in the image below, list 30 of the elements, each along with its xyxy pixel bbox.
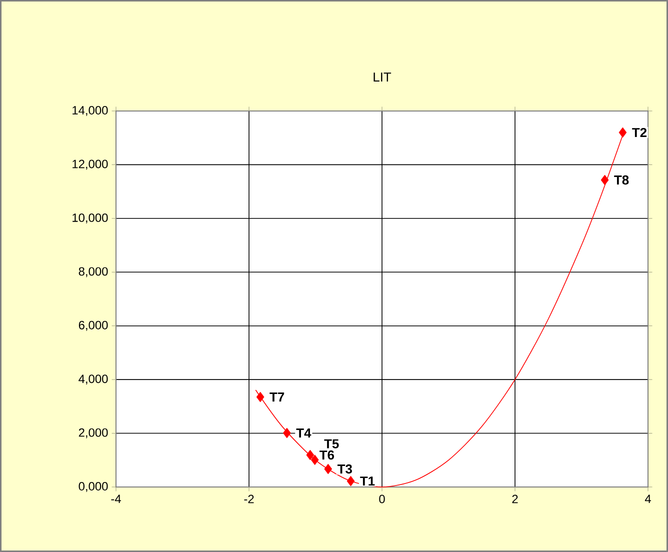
x-tick-label: -4 <box>111 494 121 503</box>
y-tick-label: 8,000 <box>78 267 108 278</box>
annotation: T7 <box>270 392 284 402</box>
x-tick-label: 2 <box>512 494 518 504</box>
x-tick-label: 0 <box>379 494 385 504</box>
point <box>346 476 355 486</box>
y-tick-label: 10,000 <box>72 213 108 224</box>
annotation: T1 <box>360 476 375 486</box>
annotation: T8 <box>614 175 629 185</box>
y-tick-label: 2,000 <box>78 428 108 438</box>
annotation: T4 <box>296 428 312 438</box>
point <box>256 392 264 402</box>
annotation: T5 <box>324 439 339 448</box>
y-tick-label: 6,000 <box>78 320 108 331</box>
x-tick-label: 4 <box>644 494 651 503</box>
point <box>282 428 291 438</box>
point <box>600 174 609 186</box>
x-tick-label: -2 <box>244 494 254 504</box>
point <box>306 450 314 460</box>
annotation: T2 <box>632 128 647 137</box>
y-tick-label: 12,000 <box>72 160 108 170</box>
y-tick-label: 14,000 <box>72 106 108 116</box>
annotation: T3 <box>337 464 352 474</box>
point <box>618 127 627 138</box>
point <box>310 454 319 466</box>
y-tick-label: 4,000 <box>78 374 108 384</box>
y-tick-label: 0,000 <box>78 482 108 492</box>
chart-title: LIT <box>374 72 392 82</box>
annotation: T6 <box>320 450 334 460</box>
point <box>324 464 332 474</box>
